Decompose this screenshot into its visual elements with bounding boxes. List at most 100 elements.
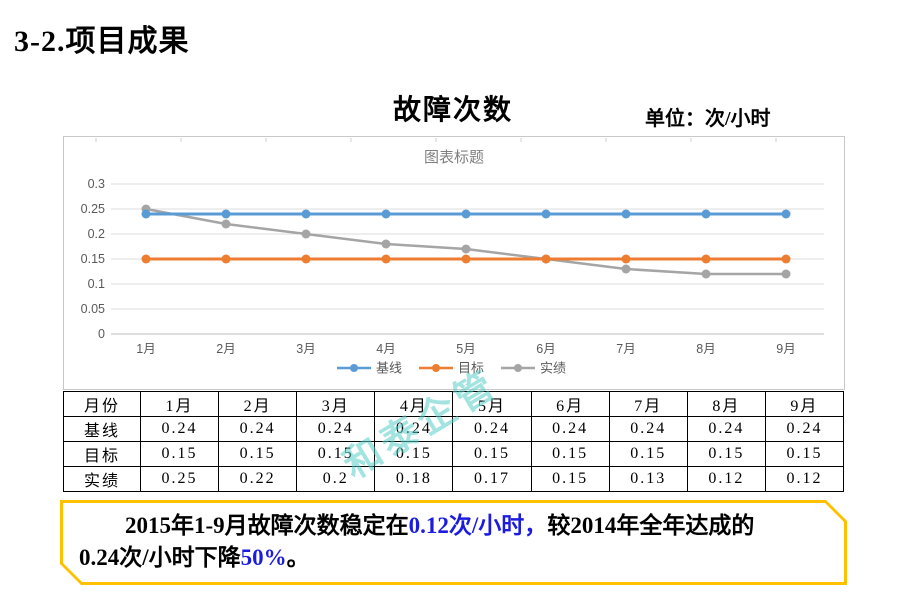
table-cell: 0.15 bbox=[452, 441, 532, 467]
summary-highlight: 0.12次/小时， bbox=[408, 513, 548, 538]
table-cell: 0.24 bbox=[374, 416, 454, 442]
table-cell: 0.24 bbox=[452, 416, 532, 442]
table-cell: 0.15 bbox=[530, 466, 610, 492]
legend-item: 实绩 bbox=[501, 361, 566, 376]
data-point bbox=[461, 244, 471, 254]
table-row: 月份 1月 2月 3月 4月 5月 6月 7月 8月 9月 bbox=[63, 391, 845, 417]
x-axis-tick-label: 7月 bbox=[616, 342, 635, 356]
x-axis-tick-label: 3月 bbox=[296, 342, 315, 356]
table-cell: 2月 bbox=[218, 391, 298, 417]
table-cell: 5月 bbox=[452, 391, 532, 417]
data-point bbox=[541, 209, 551, 219]
y-axis-tick-label: 0.15 bbox=[81, 252, 105, 266]
table-cell: 0.24 bbox=[139, 416, 220, 442]
legend-item: 基线 bbox=[337, 361, 402, 376]
x-axis-tick-label: 6月 bbox=[536, 342, 555, 356]
y-axis-tick-label: 0.2 bbox=[88, 227, 105, 241]
table-cell: 0.15 bbox=[608, 441, 688, 467]
y-axis-tick-label: 0 bbox=[98, 327, 105, 341]
table-cell: 6月 bbox=[530, 391, 610, 417]
data-point bbox=[781, 209, 791, 219]
summary-segment: 2015年1-9月故障次数稳定在 bbox=[125, 513, 409, 538]
table-cell: 0.17 bbox=[452, 466, 532, 492]
table-row: 目标 0.15 0.15 0.15 0.15 0.15 0.15 0.15 0.15 0.15 bbox=[63, 441, 845, 467]
legend-item: 目标 bbox=[419, 361, 484, 376]
summary-segment: 0.24次/小时下降 bbox=[79, 545, 241, 570]
data-point bbox=[701, 269, 711, 279]
table-cell: 0.22 bbox=[218, 466, 298, 492]
data-point bbox=[701, 254, 711, 264]
table-cell: 0.24 bbox=[530, 416, 610, 442]
data-point bbox=[621, 209, 631, 219]
x-axis-tick-label: 9月 bbox=[776, 342, 795, 356]
table-cell: 8月 bbox=[686, 391, 766, 417]
y-axis-tick-label: 0.05 bbox=[81, 302, 105, 316]
y-axis-tick-label: 0.25 bbox=[81, 202, 105, 216]
data-point bbox=[301, 229, 311, 239]
table-cell: 0.24 bbox=[686, 416, 766, 442]
legend-marker bbox=[514, 364, 522, 372]
inner-chart-title: 图表标题 bbox=[424, 149, 484, 166]
y-axis-tick-label: 0.1 bbox=[88, 277, 105, 291]
x-axis-tick-label: 2月 bbox=[216, 342, 235, 356]
data-point bbox=[381, 254, 391, 264]
x-axis-tick-label: 5月 bbox=[456, 342, 475, 356]
table-cell: 0.15 bbox=[374, 441, 454, 467]
data-point bbox=[141, 209, 151, 219]
chart-title: 故障次数 bbox=[392, 95, 513, 126]
legend-label: 基线 bbox=[376, 361, 402, 376]
data-point bbox=[701, 209, 711, 219]
table-cell: 9月 bbox=[764, 391, 845, 417]
table-cell: 0.24 bbox=[218, 416, 298, 442]
data-point bbox=[301, 209, 311, 219]
table-cell: 0.18 bbox=[374, 466, 454, 492]
x-axis-tick-label: 8月 bbox=[696, 342, 715, 356]
data-point bbox=[221, 254, 231, 264]
legend-marker bbox=[350, 364, 358, 372]
row-header-cell: 月份 bbox=[63, 391, 141, 417]
summary-line: 0.24次/小时下降50%。 bbox=[79, 542, 828, 574]
summary-highlight: 50% bbox=[240, 545, 287, 570]
data-point bbox=[141, 254, 151, 264]
table-cell: 0.15 bbox=[686, 441, 766, 467]
data-point bbox=[541, 254, 551, 264]
table-cell: 3月 bbox=[296, 391, 376, 417]
table-cell: 0.15 bbox=[764, 441, 845, 467]
row-header-cell: 目标 bbox=[63, 441, 141, 467]
table-cell: 0.15 bbox=[218, 441, 298, 467]
table-cell: 1月 bbox=[139, 391, 220, 417]
table-cell: 0.24 bbox=[608, 416, 688, 442]
y-axis-tick-label: 0.3 bbox=[88, 177, 105, 191]
table-cell: 0.15 bbox=[139, 441, 220, 467]
table-cell: 0.13 bbox=[608, 466, 688, 492]
legend-label: 实绩 bbox=[540, 361, 566, 376]
page-heading: 3-2.项目成果 bbox=[14, 25, 190, 58]
data-point bbox=[621, 264, 631, 274]
table-row: 实绩 0.25 0.22 0.2 0.18 0.17 0.15 0.13 0.12 0.12 bbox=[63, 466, 845, 492]
data-point bbox=[781, 254, 791, 264]
series-line bbox=[145, 207, 786, 276]
table-cell: 0.24 bbox=[764, 416, 845, 442]
table-cell: 0.12 bbox=[686, 466, 766, 492]
summary-segment: 较2014年全年达成的 bbox=[547, 513, 755, 538]
row-header-cell: 实绩 bbox=[63, 466, 141, 492]
data-point bbox=[621, 254, 631, 264]
data-point bbox=[461, 254, 471, 264]
chart-panel: 0 0.05 0.1 0.15 0.2 0.25 0.3 1月 2月 3月 4月 5月 6月 7月 8月 9月… bbox=[63, 136, 845, 390]
unit-label: 单位：次/小时 bbox=[645, 108, 771, 130]
table-cell: 0.24 bbox=[296, 416, 376, 442]
table-cell: 0.25 bbox=[139, 466, 220, 492]
table-cell: 0.15 bbox=[530, 441, 610, 467]
data-table: 月份 1月 2月 3月 4月 5月 6月 7月 8月 9月 基线 0.24 0.24 0.24 0.24 0.… bbox=[63, 391, 845, 492]
table-cell: 0.2 bbox=[296, 466, 376, 492]
line-chart: 0 0.05 0.1 0.15 0.2 0.25 0.3 1月 2月 3月 4月 5月 6月 7月 8月 9月… bbox=[81, 138, 824, 376]
table-cell: 0.12 bbox=[764, 466, 845, 492]
summary-box: 2015年1-9月故障次数稳定在0.12次/小时，较2014年全年达成的 0.24… bbox=[60, 500, 847, 585]
legend-label: 目标 bbox=[458, 361, 484, 376]
data-point bbox=[301, 254, 311, 264]
table-cell: 7月 bbox=[608, 391, 688, 417]
data-point bbox=[381, 209, 391, 219]
row-header-cell: 基线 bbox=[63, 416, 141, 442]
summary-line: 2015年1-9月故障次数稳定在0.12次/小时，较2014年全年达成的 bbox=[79, 510, 828, 542]
data-point bbox=[781, 269, 791, 279]
